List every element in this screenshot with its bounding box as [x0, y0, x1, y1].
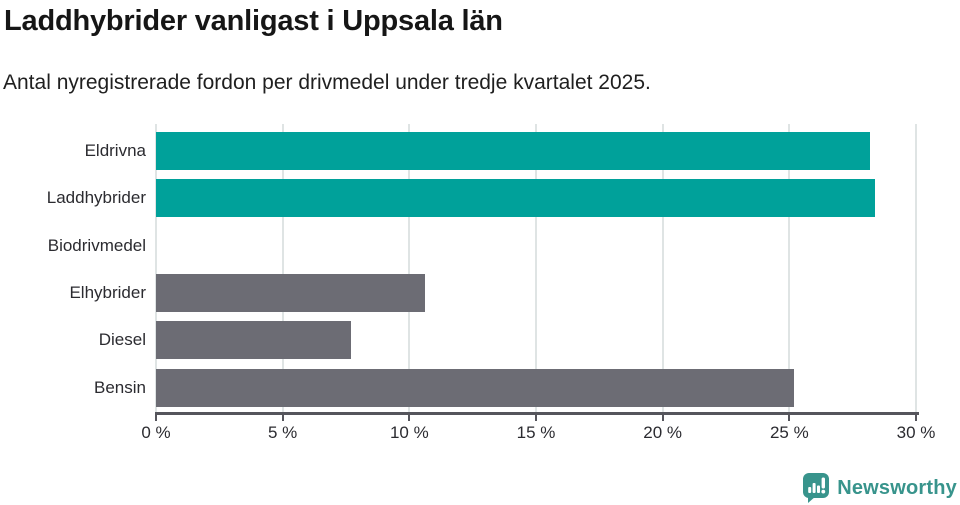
bar-elhybrider — [156, 273, 425, 312]
x-axis-tick-label-25: 25 % — [769, 423, 809, 442]
gridline-20 — [661, 124, 664, 412]
bar-diesel — [156, 321, 352, 360]
x-axis-tick-0 — [155, 415, 157, 421]
category-label-elhybrider: Elhybrider — [69, 282, 146, 302]
chart-title: Laddhybrider vanligast i Uppsala län — [4, 5, 503, 37]
x-axis-tick-label-0: 0 % — [141, 423, 171, 442]
x-axis-line — [155, 412, 919, 415]
brand-footer: Newsworthy — [802, 472, 957, 504]
gridline-25 — [788, 124, 791, 412]
category-label-biodrivmedel: Biodrivmedel — [47, 235, 146, 255]
gridline-10 — [408, 124, 411, 412]
x-axis-tick-30 — [915, 415, 917, 421]
x-axis-tick-15 — [535, 415, 537, 421]
chart-subtitle: Antal nyregistrerade fordon per drivmede… — [3, 71, 651, 94]
x-axis-tick-25 — [788, 415, 791, 421]
category-label-eldrivna: Eldrivna — [84, 140, 146, 160]
x-axis-tick-label-30: 30 % — [896, 423, 936, 442]
bar-laddhybrider — [156, 179, 876, 218]
gridline-15 — [535, 124, 537, 412]
category-label-bensin: Bensin — [94, 377, 146, 397]
x-axis-tick-label-15: 15 % — [516, 423, 556, 442]
gridline-0 — [155, 124, 157, 412]
newsworthy-logo-icon — [803, 473, 830, 503]
bar-bensin — [156, 368, 795, 407]
x-axis-tick-label-5: 5 % — [268, 423, 298, 442]
category-label-diesel: Diesel — [98, 330, 146, 350]
x-axis-tick-10 — [408, 415, 411, 421]
x-axis-tick-label-10: 10 % — [389, 423, 429, 442]
x-axis-tick-20 — [661, 415, 664, 421]
bar-eldrivna — [156, 131, 871, 170]
x-axis-tick-label-20: 20 % — [643, 423, 683, 442]
newsworthy-logo-text: Newsworthy — [837, 476, 957, 499]
x-axis-tick-5 — [281, 415, 284, 421]
category-label-laddhybrider: Laddhybrider — [46, 188, 146, 208]
gridline-30 — [915, 124, 917, 412]
gridline-5 — [281, 124, 284, 412]
